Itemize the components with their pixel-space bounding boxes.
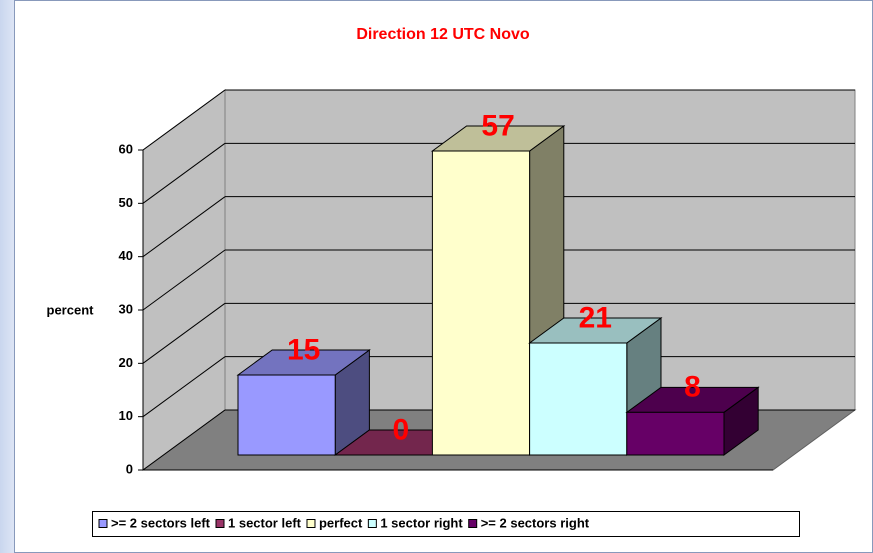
y-tick-label: 40 [119, 248, 133, 263]
grid-line [142, 196, 226, 258]
y-tick-label: 10 [119, 408, 133, 423]
bar [237, 374, 336, 456]
y-tick-label: 30 [119, 301, 133, 316]
grid-line [142, 356, 226, 418]
legend-label: 1 sector right [380, 515, 463, 530]
chart-title: Direction 12 UTC Novo [356, 26, 530, 43]
legend-swatch [98, 519, 108, 528]
legend-swatch [367, 519, 377, 528]
legend-label: >= 2 sectors right [481, 515, 590, 530]
bar [626, 411, 725, 456]
y-tick-label: 60 [119, 141, 133, 156]
grid-line [142, 409, 226, 471]
value-label: 21 [579, 301, 612, 334]
value-label: 0 [393, 413, 410, 446]
value-label: 15 [287, 333, 320, 366]
grid-line [142, 249, 226, 311]
legend-swatch [215, 519, 225, 528]
legend-label: >= 2 sectors left [111, 515, 211, 530]
grid-line [142, 302, 226, 364]
legend-label: perfect [319, 515, 363, 530]
y-tick-label: 50 [119, 195, 133, 210]
legend [92, 511, 800, 537]
y-tick-label: 0 [126, 461, 133, 476]
legend-label: 1 sector left [228, 515, 302, 530]
bar [431, 150, 531, 456]
y-tick-label: 20 [119, 355, 133, 370]
legend-swatch [468, 519, 478, 528]
value-label: 8 [684, 371, 701, 404]
legend-swatch [306, 519, 316, 528]
grid-line [142, 142, 226, 204]
value-label: 57 [481, 109, 514, 142]
grid-line [142, 89, 226, 151]
bar [529, 342, 628, 456]
y-axis-label: percent [47, 302, 95, 317]
